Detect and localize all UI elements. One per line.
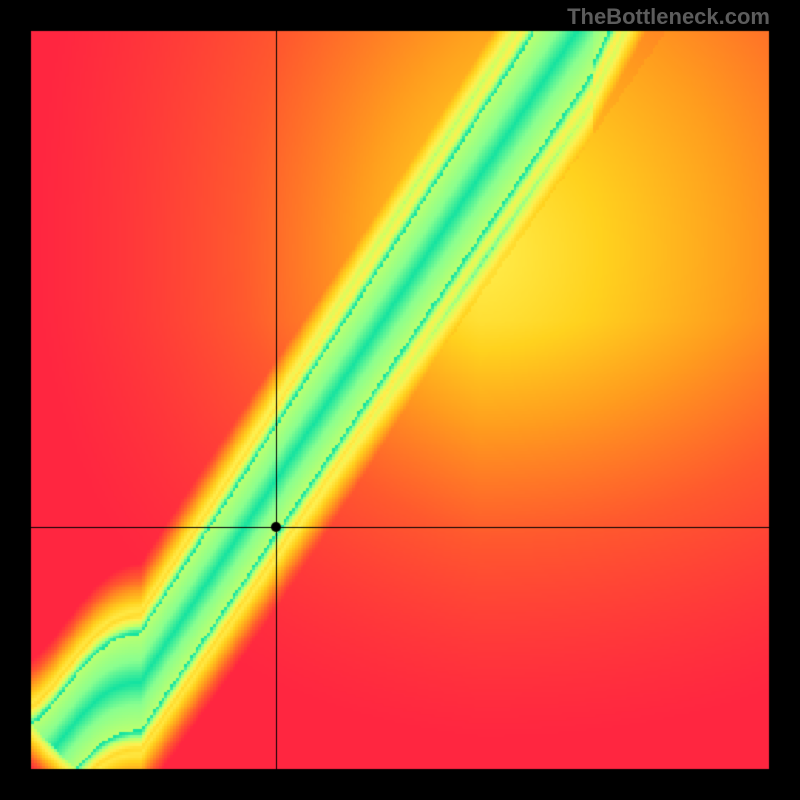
watermark-text: TheBottleneck.com	[567, 4, 770, 30]
chart-container: TheBottleneck.com	[0, 0, 800, 800]
bottleneck-heatmap-canvas	[0, 0, 800, 800]
